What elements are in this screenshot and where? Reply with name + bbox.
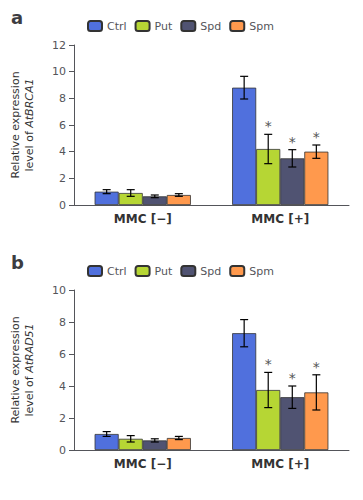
svg-text:Relative expression: Relative expression	[9, 71, 22, 178]
svg-text:Spm: Spm	[249, 265, 274, 278]
svg-text:level of: level of	[23, 128, 36, 172]
svg-text:0: 0	[59, 199, 66, 212]
svg-text:MMC [−]: MMC [−]	[114, 457, 172, 471]
svg-text:MMC [+]: MMC [+]	[251, 457, 309, 471]
svg-text:Ctrl: Ctrl	[107, 265, 127, 278]
svg-text:MMC [+]: MMC [+]	[251, 212, 309, 226]
svg-text:0: 0	[59, 444, 66, 457]
svg-text:6: 6	[59, 119, 66, 132]
svg-text:8: 8	[59, 316, 66, 329]
svg-text:MMC [−]: MMC [−]	[114, 212, 172, 226]
svg-text:Put: Put	[155, 265, 173, 278]
svg-text:*: *	[313, 129, 320, 145]
svg-text:12: 12	[52, 39, 66, 52]
svg-text:10: 10	[52, 284, 66, 297]
svg-text:AtBRCA1: AtBRCA1	[23, 79, 36, 129]
svg-text:6: 6	[59, 348, 66, 361]
svg-text:Ctrl: Ctrl	[107, 20, 127, 33]
svg-text:*: *	[289, 370, 296, 386]
svg-text:Relative expression: Relative expression	[9, 316, 22, 423]
svg-text:a: a	[11, 7, 23, 28]
svg-text:Put: Put	[155, 20, 173, 33]
svg-text:b: b	[11, 252, 24, 273]
svg-text:*: *	[313, 359, 320, 375]
svg-text:2: 2	[59, 412, 66, 425]
svg-text:10: 10	[52, 65, 66, 78]
svg-text:AtRAD51: AtRAD51	[23, 323, 36, 373]
svg-text:*: *	[265, 356, 272, 372]
svg-text:Spd: Spd	[200, 265, 221, 278]
svg-text:Spm: Spm	[249, 20, 274, 33]
svg-text:8: 8	[59, 92, 66, 105]
svg-text:*: *	[265, 118, 272, 134]
svg-text:4: 4	[59, 380, 66, 393]
svg-text:2: 2	[59, 172, 66, 185]
svg-text:4: 4	[59, 145, 66, 158]
svg-text:level of: level of	[23, 373, 36, 417]
svg-text:Spd: Spd	[200, 20, 221, 33]
svg-text:*: *	[289, 134, 296, 150]
